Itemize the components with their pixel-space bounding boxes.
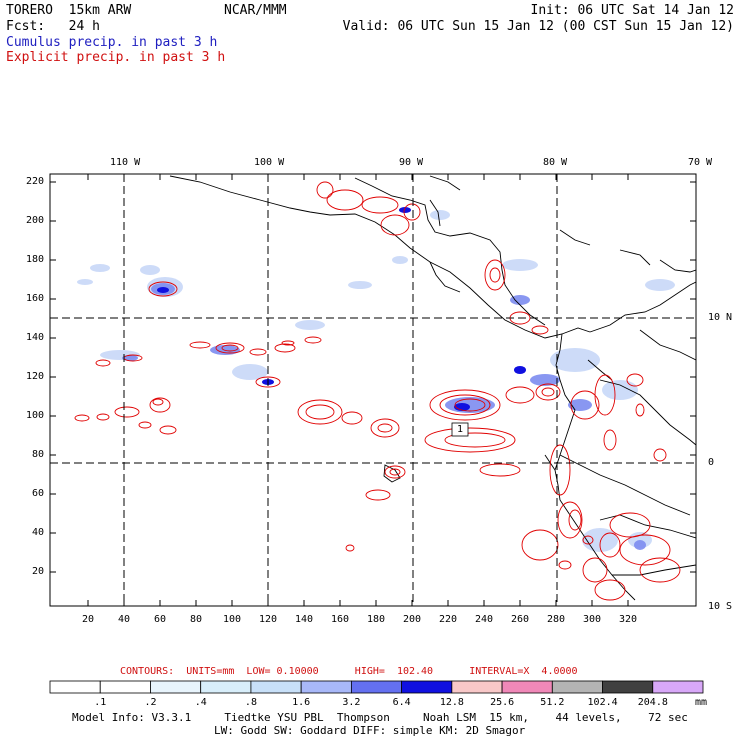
- lon-label-100w: 100 W: [254, 157, 285, 168]
- x-tick-label: 160: [331, 614, 350, 625]
- lat-label-10n: 10 N: [708, 312, 733, 323]
- colorbar-cell: [501, 680, 553, 694]
- org-label: NCAR/MMM: [224, 3, 287, 18]
- x-axis-ticks: [87, 174, 629, 606]
- lat-label-10s: 10 S: [708, 601, 733, 612]
- center-label-box: [451, 422, 469, 437]
- graticule: [50, 174, 696, 606]
- map-features: [50, 174, 696, 606]
- x-tick-label: 260: [511, 614, 530, 625]
- colorbar-cell: [300, 680, 352, 694]
- cumulus-precip-mid: [122, 283, 646, 550]
- x-tick-label: 80: [190, 614, 203, 625]
- lon-label-70w: 70 W: [688, 157, 713, 168]
- colorbar-label: 102.4: [587, 697, 618, 708]
- colorbar-label: 12.8: [439, 697, 464, 708]
- y-tick-label: 40: [32, 527, 45, 538]
- contour-info: CONTOURS: UNITS=mm LOW= 0.10000 HIGH= 10…: [120, 666, 578, 677]
- x-tick-label: 20: [82, 614, 95, 625]
- y-tick-label: 120: [26, 371, 45, 382]
- colorbar-label: .1: [94, 697, 107, 708]
- center-label: 1: [457, 424, 464, 435]
- x-tick-label: 300: [583, 614, 602, 625]
- explicit-field-label: Explicit precip. in past 3 h: [6, 50, 226, 65]
- x-tick-label: 200: [403, 614, 422, 625]
- lon-label-80w: 80 W: [543, 157, 568, 168]
- colorbar-label: .4: [194, 697, 207, 708]
- x-tick-label: 180: [367, 614, 386, 625]
- colorbar-label: 3.2: [342, 697, 361, 708]
- colorbar-cell: [451, 680, 503, 694]
- x-tick-label: 40: [118, 614, 131, 625]
- coastlines: [169, 175, 696, 601]
- y-tick-label: 20: [32, 566, 45, 577]
- x-tick-label: 240: [475, 614, 494, 625]
- y-tick-label: 180: [26, 254, 45, 265]
- colorbar-label: 51.2: [540, 697, 565, 708]
- x-tick-label: 320: [619, 614, 638, 625]
- x-tick-label: 100: [223, 614, 242, 625]
- colorbar-cell: [49, 680, 101, 694]
- lon-label-110w: 110 W: [110, 157, 141, 168]
- colorbar-unit: mm: [695, 697, 708, 708]
- x-tick-label: 280: [547, 614, 566, 625]
- model-physics: LW: Godd SW: Goddard DIFF: simple KM: 2D…: [214, 724, 526, 737]
- colorbar-label: 25.6: [490, 697, 515, 708]
- y-tick-label: 140: [26, 332, 45, 343]
- colorbar-cell: [602, 680, 654, 694]
- colorbar-cell: [350, 680, 403, 694]
- colorbar-cell: [200, 680, 252, 694]
- model-title: TORERO 15km ARW: [6, 3, 132, 18]
- cumulus-field-label: Cumulus precip. in past 3 h: [6, 35, 218, 50]
- colorbar-label: 6.4: [392, 697, 411, 708]
- colorbar-cell: [652, 680, 704, 694]
- y-tick-label: 60: [32, 488, 45, 499]
- init-time: Init: 06 UTC Sat 14 Jan 12: [530, 3, 735, 18]
- y-tick-label: 80: [32, 449, 45, 460]
- valid-time: Valid: 06 UTC Sun 15 Jan 12 (00 CST Sun …: [342, 19, 734, 34]
- lon-label-90w: 90 W: [399, 157, 424, 168]
- y-tick-label: 100: [26, 410, 45, 421]
- map-frame: [49, 173, 697, 607]
- x-tick-label: 220: [439, 614, 458, 625]
- lat-label-0: 0: [708, 457, 715, 468]
- x-tick-label: 120: [259, 614, 278, 625]
- colorbar-label: 204.8: [637, 697, 668, 708]
- colorbar-label: .2: [144, 697, 157, 708]
- colorbar: [49, 680, 704, 694]
- x-tick-label: 60: [154, 614, 167, 625]
- colorbar-label: .8: [244, 697, 257, 708]
- model-info: Model Info: V3.3.1 Tiedtke YSU PBL Thomp…: [72, 711, 688, 724]
- colorbar-cell: [551, 680, 603, 694]
- y-tick-label: 220: [26, 176, 45, 187]
- cumulus-precip-dark: [157, 207, 526, 411]
- y-axis-ticks: [50, 181, 696, 573]
- colorbar-label: 1.6: [292, 697, 311, 708]
- forecast-hour: Fcst: 24 h: [6, 19, 100, 34]
- y-tick-label: 200: [26, 215, 45, 226]
- x-tick-label: 140: [295, 614, 314, 625]
- colorbar-cell: [401, 680, 453, 694]
- y-tick-label: 160: [26, 293, 45, 304]
- cumulus-precip: [77, 210, 675, 552]
- colorbar-cell: [150, 680, 202, 694]
- colorbar-cell: [250, 680, 302, 694]
- colorbar-cell: [99, 680, 151, 694]
